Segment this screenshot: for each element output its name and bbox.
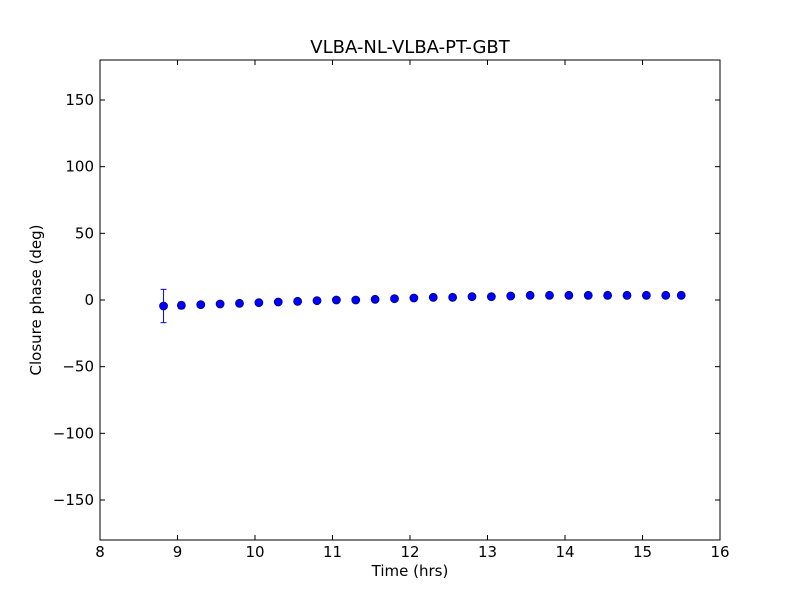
data-point <box>545 290 554 300</box>
y-tick-label: −50 <box>62 358 94 376</box>
x-axis: 8 9 10 11 12 13 14 15 16 <box>95 60 730 561</box>
y-tick-label: 0 <box>84 291 94 309</box>
x-tick-label: 15 <box>633 543 652 561</box>
data-point <box>235 298 244 308</box>
data-point <box>176 300 186 310</box>
data-point <box>215 299 225 309</box>
data-point <box>293 296 303 306</box>
data-point <box>273 297 283 307</box>
x-tick-label: 8 <box>95 543 105 561</box>
data-point <box>312 296 322 306</box>
data-point <box>564 290 574 300</box>
data-point <box>467 292 477 302</box>
x-tick-label: 14 <box>555 543 574 561</box>
y-axis: −150 −100 −50 0 50 100 150 <box>53 91 720 509</box>
data-point <box>661 290 671 300</box>
data-point <box>409 293 419 303</box>
data-point <box>351 295 361 305</box>
data-point <box>486 292 496 302</box>
data-point <box>428 292 438 302</box>
y-tick-label: −150 <box>53 491 94 509</box>
y-axis-label: Closure phase (deg) <box>27 225 45 376</box>
data-point <box>159 301 168 311</box>
y-tick-label: 150 <box>65 91 94 109</box>
data-point <box>583 290 593 300</box>
x-axis-label: Time (hrs) <box>371 562 449 580</box>
x-tick-label: 12 <box>400 543 419 561</box>
data-point <box>676 290 686 300</box>
data-point <box>196 300 206 310</box>
chart-title: VLBA-NL-VLBA-PT-GBT <box>310 37 510 58</box>
x-tick-label: 16 <box>710 543 729 561</box>
data-point <box>506 291 516 301</box>
x-tick-label: 9 <box>173 543 183 561</box>
y-tick-label: 50 <box>75 224 94 242</box>
data-point <box>254 298 264 308</box>
x-tick-label: 13 <box>478 543 497 561</box>
x-tick-label: 10 <box>245 543 264 561</box>
data-point <box>370 294 380 304</box>
data-point <box>390 294 399 304</box>
plot-frame <box>99 59 721 541</box>
plot-marks <box>159 288 686 324</box>
data-point <box>603 290 613 300</box>
y-tick-label: 100 <box>65 158 94 176</box>
data-point <box>525 290 535 300</box>
data-point <box>622 290 632 300</box>
data-point <box>448 292 458 302</box>
data-point <box>641 290 651 300</box>
y-tick-label: −100 <box>53 424 94 442</box>
x-tick-label: 11 <box>323 543 342 561</box>
data-point <box>331 295 341 305</box>
